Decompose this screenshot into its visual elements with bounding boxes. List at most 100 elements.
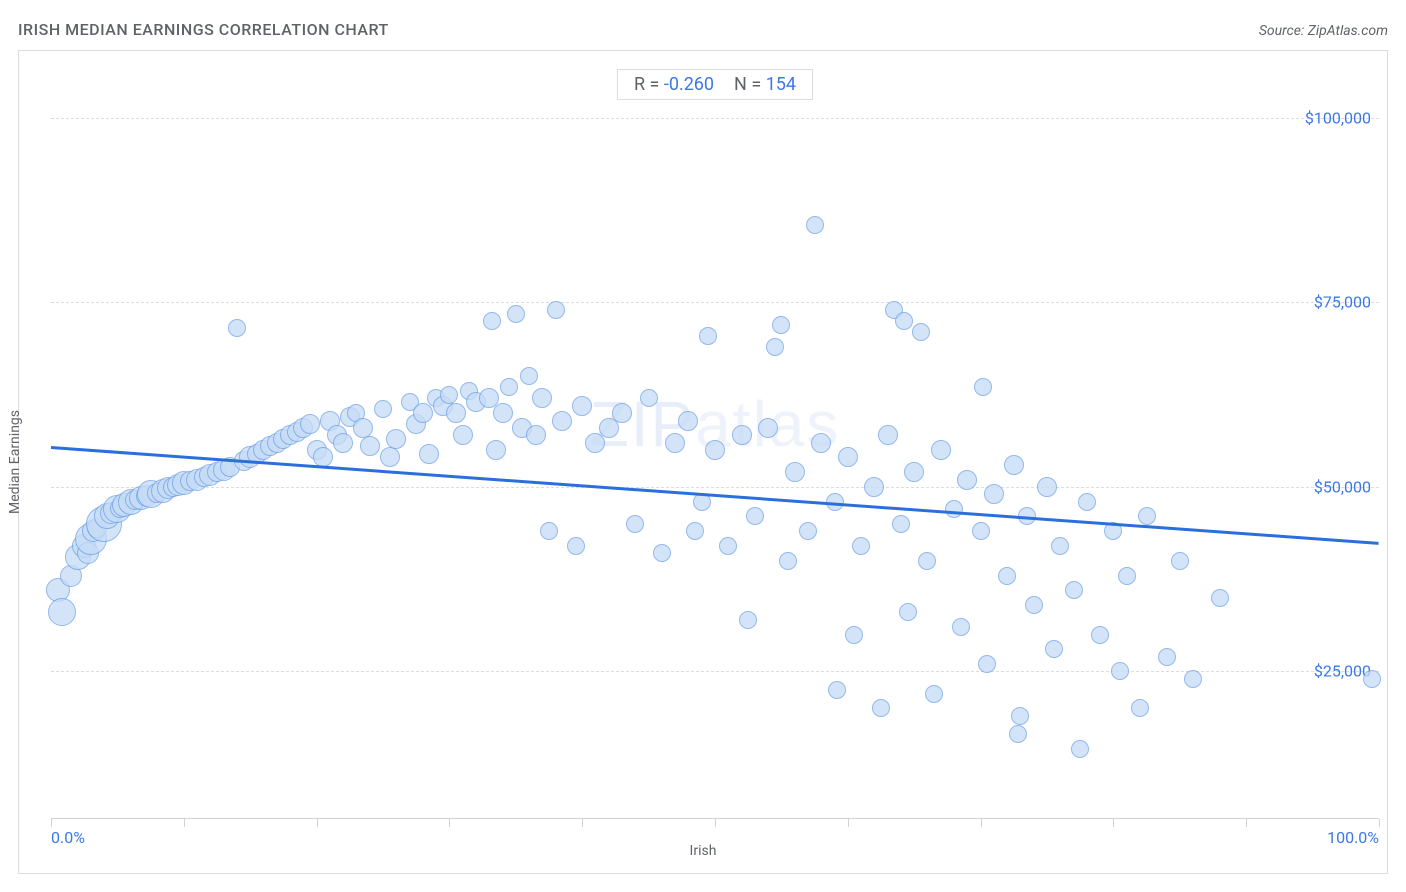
scatter-point xyxy=(838,447,858,467)
scatter-point xyxy=(1045,640,1063,658)
gridline-h xyxy=(51,487,1379,488)
x-max-label: 100.0% xyxy=(1327,828,1379,847)
x-tick xyxy=(582,819,583,827)
scatter-point xyxy=(766,338,784,356)
scatter-point xyxy=(567,537,585,555)
x-tick xyxy=(317,819,318,827)
gridline-h xyxy=(51,302,1379,303)
scatter-point xyxy=(507,305,525,323)
scatter-point xyxy=(779,552,797,570)
x-tick xyxy=(1246,819,1247,827)
scatter-point xyxy=(483,312,501,330)
scatter-point xyxy=(300,414,320,434)
scatter-point xyxy=(1025,596,1043,614)
scatter-point xyxy=(1158,648,1176,666)
scatter-point xyxy=(552,411,572,431)
scatter-point xyxy=(899,603,917,621)
scatter-point xyxy=(386,429,406,449)
scatter-point xyxy=(806,216,824,234)
scatter-point xyxy=(758,418,778,438)
y-tick-label: $75,000 xyxy=(1314,293,1371,312)
scatter-point xyxy=(440,386,458,404)
scatter-point xyxy=(772,316,790,334)
scatter-point xyxy=(520,367,538,385)
scatter-point xyxy=(547,301,565,319)
chart-title: IRISH MEDIAN EARNINGS CORRELATION CHART xyxy=(18,20,389,39)
scatter-point xyxy=(1131,699,1149,717)
scatter-point xyxy=(998,567,1016,585)
x-tick xyxy=(848,819,849,827)
scatter-point xyxy=(1138,507,1156,525)
gridline-h xyxy=(51,671,1379,672)
scatter-point xyxy=(732,425,752,445)
x-axis-label: Irish xyxy=(690,843,717,859)
scatter-point xyxy=(665,433,685,453)
scatter-point xyxy=(1091,626,1109,644)
scatter-point xyxy=(746,507,764,525)
scatter-point xyxy=(572,396,592,416)
scatter-point xyxy=(952,618,970,636)
scatter-point xyxy=(918,552,936,570)
scatter-point xyxy=(626,515,644,533)
scatter-point xyxy=(640,389,658,407)
n-stat: N = 154 xyxy=(734,74,796,95)
scatter-point xyxy=(957,470,977,490)
scatter-point xyxy=(374,400,392,418)
scatter-point xyxy=(978,655,996,673)
chart-frame: Median Earnings Irish ZIPatlas R = -0.26… xyxy=(18,50,1388,874)
scatter-point xyxy=(493,403,513,423)
scatter-point xyxy=(972,522,990,540)
x-tick xyxy=(184,819,185,827)
scatter-point xyxy=(333,433,353,453)
scatter-point xyxy=(1363,670,1381,688)
scatter-point xyxy=(719,537,737,555)
scatter-point xyxy=(678,411,698,431)
scatter-point xyxy=(1051,537,1069,555)
scatter-point xyxy=(413,403,433,423)
x-tick xyxy=(449,819,450,827)
y-tick-label: $50,000 xyxy=(1314,477,1371,496)
x-min-label: 0.0% xyxy=(51,828,85,847)
y-tick-label: $100,000 xyxy=(1305,109,1371,128)
scatter-point xyxy=(228,319,246,337)
scatter-point xyxy=(1037,477,1057,497)
x-tick xyxy=(715,819,716,827)
scatter-point xyxy=(500,378,518,396)
scatter-point xyxy=(486,440,506,460)
scatter-point xyxy=(872,699,890,717)
scatter-point xyxy=(1111,662,1129,680)
scatter-point xyxy=(1118,567,1136,585)
scatter-point xyxy=(380,447,400,467)
scatter-point xyxy=(653,544,671,562)
scatter-point xyxy=(984,484,1004,504)
scatter-point xyxy=(1184,670,1202,688)
scatter-point xyxy=(785,462,805,482)
scatter-point xyxy=(699,327,717,345)
scatter-point xyxy=(925,685,943,703)
scatter-point xyxy=(904,462,924,482)
scatter-point xyxy=(360,436,380,456)
scatter-point xyxy=(1071,740,1089,758)
scatter-point xyxy=(864,477,884,497)
scatter-point xyxy=(540,522,558,540)
scatter-point xyxy=(353,418,373,438)
scatter-point xyxy=(931,440,951,460)
scatter-point xyxy=(1171,552,1189,570)
scatter-point xyxy=(48,598,76,626)
scatter-point xyxy=(446,403,466,423)
scatter-point xyxy=(878,425,898,445)
regression-line xyxy=(51,446,1379,545)
plot-area: ZIPatlas R = -0.260 N = 154 0.0% 100.0% … xyxy=(51,59,1379,819)
scatter-point xyxy=(705,440,725,460)
scatter-point xyxy=(1011,707,1029,725)
scatter-point xyxy=(739,611,757,629)
scatter-point xyxy=(1009,725,1027,743)
chart-source: Source: ZipAtlas.com xyxy=(1259,23,1388,39)
x-tick xyxy=(981,819,982,827)
scatter-point xyxy=(974,378,992,396)
scatter-point xyxy=(1211,589,1229,607)
scatter-point xyxy=(811,433,831,453)
chart-header: IRISH MEDIAN EARNINGS CORRELATION CHART … xyxy=(18,20,1388,39)
r-stat: R = -0.260 xyxy=(634,74,714,95)
scatter-point xyxy=(892,515,910,533)
